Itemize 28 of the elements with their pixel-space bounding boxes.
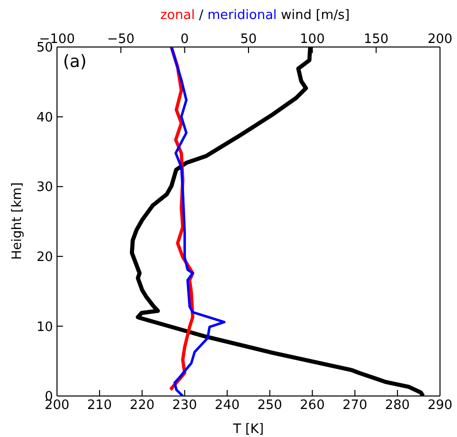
y-tick-label: 20 — [36, 250, 53, 266]
x2-axis-title: wind [m/s] — [280, 8, 350, 23]
x2-tick-label: 50 — [240, 32, 257, 47]
y-tick-label: 30 — [36, 180, 53, 196]
text: meridional — [208, 8, 277, 23]
text: zonal — [160, 8, 195, 23]
x-tick-label: 260 — [300, 398, 325, 414]
x-tick-label: 210 — [87, 398, 112, 414]
x-tick-label: 240 — [214, 398, 240, 414]
x2-tick-label: 200 — [428, 32, 452, 47]
x-tick-label: 200 — [44, 398, 70, 414]
x2-tick-label: 0 — [180, 32, 189, 47]
text: / — [198, 8, 204, 23]
x-axis-title: T [K] — [232, 422, 264, 437]
y-tick-label: 50 — [36, 40, 53, 56]
x-tick-label: 290 — [428, 398, 452, 414]
y-tick-label: 40 — [36, 110, 53, 126]
x-tick-label: 280 — [385, 398, 410, 414]
x-tick-label: 220 — [130, 398, 155, 414]
y-axis-title: Height [km] — [10, 182, 25, 260]
x2-tick-label: 100 — [300, 32, 325, 47]
annotation: (a) — [63, 52, 87, 72]
x-tick-label: 250 — [257, 398, 282, 414]
x2-tick-label: 150 — [364, 32, 389, 47]
x2-tick-label: −50 — [107, 32, 135, 47]
y-tick-label: 10 — [36, 320, 53, 335]
x-tick-label: 270 — [342, 398, 368, 414]
x-tick-label: 230 — [172, 398, 198, 414]
